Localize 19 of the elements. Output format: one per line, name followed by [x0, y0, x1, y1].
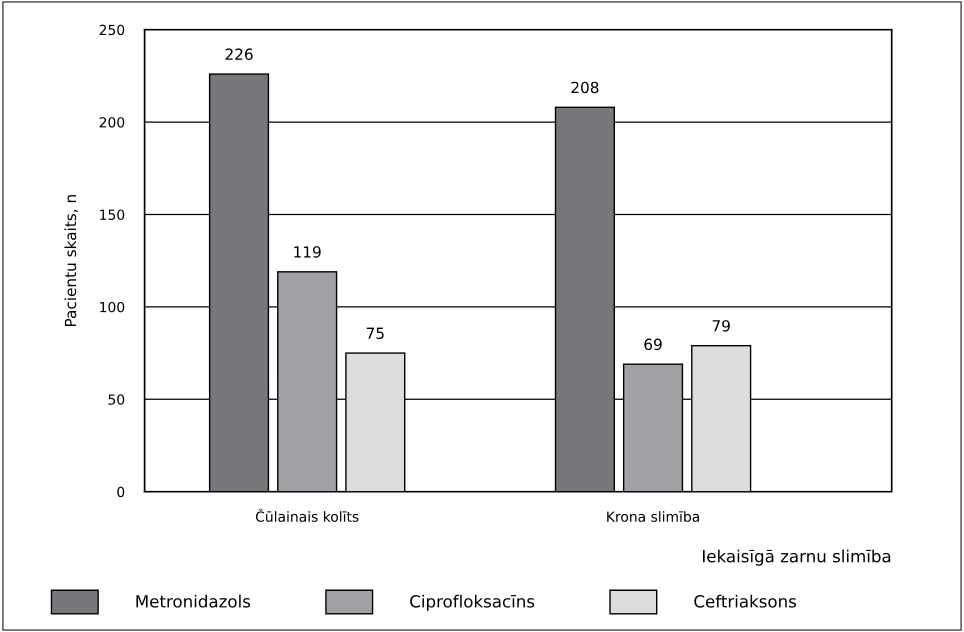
x-axis-title: Iekaisīgā zarnu slimība [703, 550, 890, 566]
y-tick-label: 200 [100, 117, 124, 128]
y-tick-label: 250 [100, 24, 124, 36]
x-tick-label: Krona slimība [607, 511, 699, 522]
legend-label: Ceftriaksons [694, 594, 796, 608]
y-tick-label: 0 [117, 486, 124, 498]
data-label: 79 [712, 320, 730, 332]
x-tick-label: Čūlainais kolīts [256, 508, 358, 522]
legend-label: Ciprofloksacīns [410, 594, 534, 611]
y-tick-label: 150 [100, 209, 124, 220]
data-label: 119 [294, 246, 321, 258]
legend-label: Metronidazols [136, 594, 250, 608]
data-label: 208 [571, 82, 598, 94]
y-axis-title: Pacientu skaits, n [64, 195, 78, 326]
y-tick-label: 100 [100, 302, 124, 312]
data-label: 69 [644, 338, 662, 350]
data-label: 75 [366, 328, 384, 340]
y-tick-label: 50 [108, 394, 124, 405]
data-label: 226 [226, 48, 253, 60]
